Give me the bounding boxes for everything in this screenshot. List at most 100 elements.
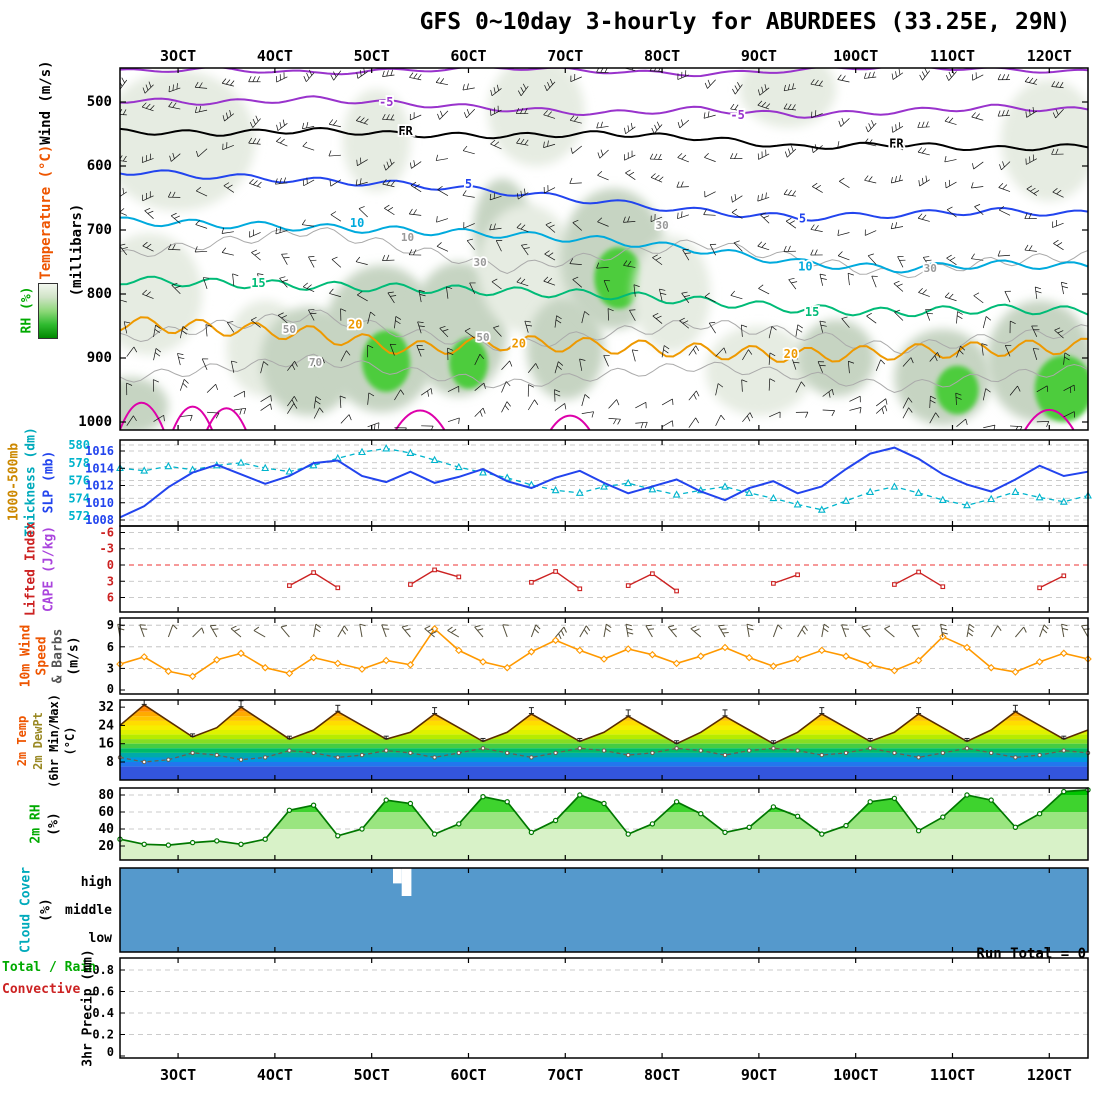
x-tick-label-top: 7OCT [547, 47, 583, 65]
precip-axis-label: 3hr Precip (mm) [80, 949, 96, 1067]
temp-tick-label: 8 [106, 755, 114, 770]
slp-tick-label: 1008 [85, 513, 114, 527]
thickness-axis-label-2: Thickness (dm) [23, 427, 39, 537]
cloud-level-label: high [81, 875, 112, 890]
thickness-tick-label: 580 [68, 438, 90, 452]
contour-label: 5 [799, 211, 806, 225]
pressure-tick-label: 800 [87, 286, 112, 302]
magenta-contours [120, 401, 1075, 430]
wind-axis-label: Wind (m/s) [38, 60, 54, 145]
wind10m-axis-label-1: 10m Wind [18, 624, 34, 688]
thickness-tick-label: 574 [68, 491, 90, 505]
temp2m-axis-label: 2m Temp [15, 715, 29, 767]
contour-labels: -5 -5 FR FR 5 5 10 10 15 15 20 20 20 10 30 30 50 50 70 30 [249, 93, 938, 370]
precip-convective-label: Convective [2, 982, 81, 997]
rh-tick-label: 40 [98, 822, 114, 837]
rh-contour-label: 30 [655, 219, 668, 232]
panel-borders [119, 67, 1089, 1059]
wind-speed-tick-label: 3 [107, 661, 114, 675]
dewpt2m-axis-label: 2m DewPt [31, 712, 45, 770]
x-tick-label-top: 12OCT [1027, 47, 1072, 65]
wind10m-panel [116, 624, 1092, 681]
temp2m-panel [117, 699, 1091, 780]
li-tick-label: 0 [107, 558, 114, 572]
run-total-label: Run Total = 0 [976, 946, 1086, 962]
thickness-tick-label: 572 [68, 509, 90, 523]
rh2m-panel [117, 787, 1091, 860]
wind10m-axis-label-4: (m/s) [66, 636, 82, 676]
rh2m-percent-label: (%) [46, 812, 62, 836]
rh-tick-label: 20 [98, 839, 114, 854]
slp-axis-label: SLP (mb) [41, 450, 57, 514]
celsius-axis-label: (°C) [63, 726, 77, 756]
contour-label: FR [398, 124, 413, 138]
contour-label: 10 [798, 259, 812, 273]
wind10m-axis-label-3: & Barbs [50, 628, 66, 684]
precip-tick-label: 0.4 [92, 1006, 114, 1020]
pressure-tick-label: 1000 [78, 414, 112, 430]
precip-tick-label: 0.8 [92, 963, 114, 977]
wind10m-axis-label-2: Speed [34, 636, 50, 676]
x-tick-label-top: 10OCT [833, 47, 878, 65]
millibars-axis-label: (millibars) [69, 203, 85, 297]
contour-label: 5 [465, 177, 472, 191]
precip-tick-label: 0.2 [92, 1028, 114, 1042]
contour-label: FR [889, 137, 904, 151]
x-tick-label-bottom: 8OCT [644, 1066, 680, 1084]
upper-air-left-axis-label: Temperature (°C)Wind (m/s) [38, 60, 54, 279]
pressure-tick-label: 900 [87, 350, 112, 366]
temp-tick-label: 24 [98, 718, 114, 733]
x-tick-label-top: 3OCT [160, 47, 196, 65]
contour-label: -5 [379, 95, 393, 109]
x-tick-label-bottom: 11OCT [930, 1066, 975, 1084]
pressure-tick-label: 700 [87, 222, 112, 238]
pressure-tick-label: 500 [87, 94, 112, 110]
rh2m-axis-label: 2m RH [28, 804, 44, 844]
precip-tick-label: 0 [107, 1045, 114, 1059]
li-tick-label: 3 [107, 574, 114, 588]
cloud-bar [401, 868, 412, 896]
li-tick-label: -3 [100, 542, 114, 556]
thickness-tick-label: 576 [68, 474, 90, 488]
contour-label: 10 [350, 216, 364, 230]
x-tick-label-bottom: 6OCT [450, 1066, 486, 1084]
rh-contour-label: 70 [309, 356, 322, 369]
precip-total-rain-label: Total / Rain [2, 960, 96, 975]
upper-wind-barbs [120, 68, 1075, 430]
x-tick-label-top: 6OCT [450, 47, 486, 65]
wind-speed-tick-label: 6 [107, 640, 114, 654]
rh-colorbar [38, 283, 58, 339]
rh-contour-label: 30 [924, 262, 937, 275]
x-tick-label-bottom: 9OCT [741, 1066, 777, 1084]
x-tick-label-top: 5OCT [354, 47, 390, 65]
contour-label: 20 [512, 336, 526, 350]
precip-panel [120, 969, 1088, 1035]
precip-tick-label: 0.6 [92, 985, 114, 999]
li-tick-label: 6 [107, 591, 114, 605]
contour-label: 15 [251, 276, 265, 290]
contour-label: -5 [730, 108, 744, 122]
cloud-level-label: middle [65, 903, 112, 918]
temperature-axis-label: Temperature (°C) [38, 144, 54, 280]
x-tick-label-bottom: 10OCT [833, 1066, 878, 1084]
rh-contours [120, 227, 1088, 394]
lifted-index-axis-label: Lifted Index [23, 522, 39, 616]
cloud-bar [393, 868, 402, 884]
li-cape-panel [120, 532, 1088, 598]
slp-tick-label: 1016 [85, 444, 114, 458]
axis-labels: 5006007008009001000572574576578580100810… [65, 47, 1072, 1084]
x-tick-label-top: 8OCT [644, 47, 680, 65]
temp-tick-label: 16 [98, 737, 114, 752]
rh-contour-label: 50 [283, 323, 296, 336]
slp-thickness-panel [116, 444, 1092, 521]
day-ticks [120, 68, 1088, 1058]
cloud-cover-axis-label: Cloud Cover [18, 866, 34, 954]
rh-contour-label: 30 [473, 256, 486, 269]
rh-contour-label: 50 [476, 331, 489, 344]
contour-label: 15 [805, 305, 819, 319]
cloud-level-label: low [89, 931, 113, 946]
cloud-percent-label: (%) [38, 898, 54, 922]
chart-title: GFS 0~10day 3-hourly for ABURDEES (33.25… [419, 9, 1071, 35]
